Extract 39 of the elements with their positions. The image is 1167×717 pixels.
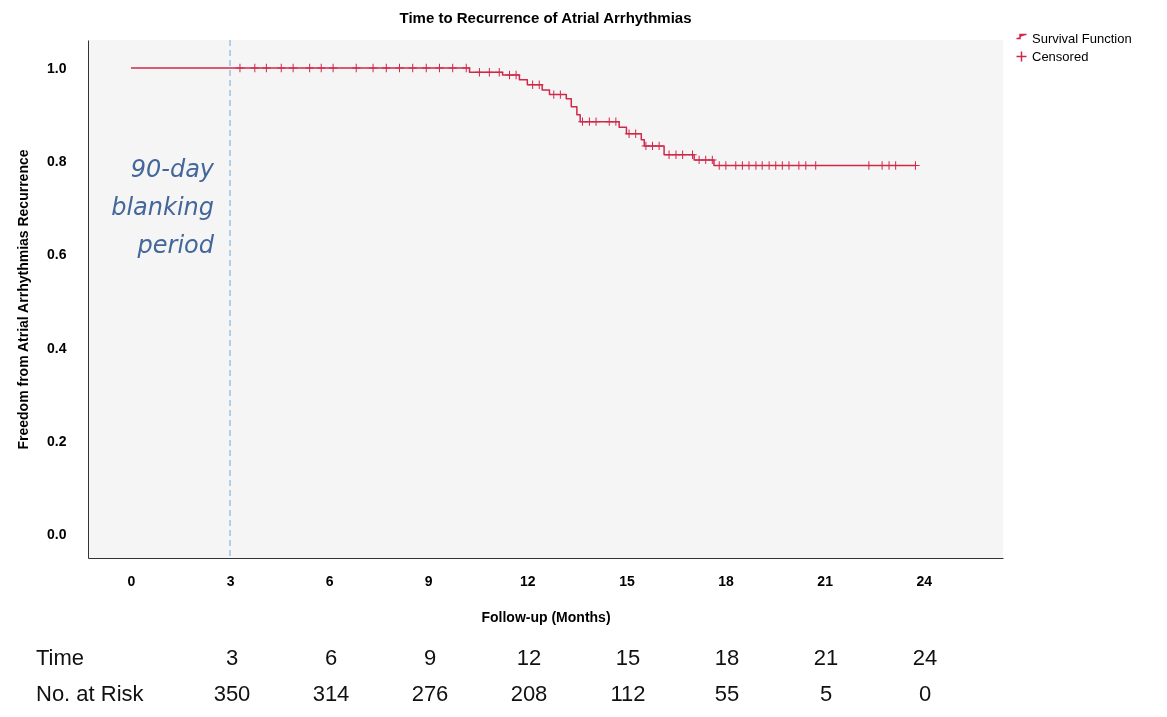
text: No. at Risk (36, 681, 145, 706)
y-tick-label: 0.6 (47, 246, 67, 263)
x-tick-label: 3 (226, 572, 235, 589)
y-tick-label: 1.0 (47, 59, 67, 76)
y-tick-label: 0.8 (47, 152, 67, 169)
legend-label: Censored (1032, 48, 1089, 64)
text: 112 (610, 681, 646, 706)
text: 0 (918, 681, 932, 706)
y-axis-title: Freedom from Atrial Arrhythmias Recurrence (15, 149, 32, 450)
text: 350 (213, 681, 251, 706)
text: 21 (813, 645, 839, 670)
x-tick-label: 15 (619, 572, 635, 589)
text: Time (36, 645, 85, 670)
x-tick-label: 21 (817, 572, 834, 589)
legend-label: Survival Function (1032, 30, 1132, 46)
text: 9 (423, 645, 437, 670)
text: 6 (324, 645, 338, 670)
text: 276 (411, 681, 449, 706)
text: 3 (225, 645, 239, 670)
text: 15 (615, 645, 641, 670)
text: 24 (912, 645, 938, 670)
x-tick-label: 9 (424, 572, 433, 589)
text: 18 (714, 645, 740, 670)
ref-line-label: 90-day blanking period (111, 155, 215, 259)
chart-title: Time to Recurrence of Atrial Arrhythmias (399, 9, 692, 26)
y-tick-label: 0.4 (47, 339, 67, 356)
y-tick-label: 0.2 (47, 432, 67, 449)
text: 314 (312, 681, 350, 706)
x-tick-label: 12 (520, 572, 536, 589)
x-tick-label: 6 (325, 572, 334, 589)
x-tick-label: 0 (127, 572, 136, 589)
text: 5 (819, 681, 833, 706)
x-tick-label: 18 (718, 572, 735, 589)
text: 55 (714, 681, 740, 706)
text: 208 (510, 681, 548, 706)
x-axis-title: Follow-up (Months) (481, 608, 611, 625)
text: 12 (516, 645, 542, 670)
y-tick-label: 0.0 (47, 526, 67, 543)
x-tick-label: 24 (916, 572, 933, 589)
